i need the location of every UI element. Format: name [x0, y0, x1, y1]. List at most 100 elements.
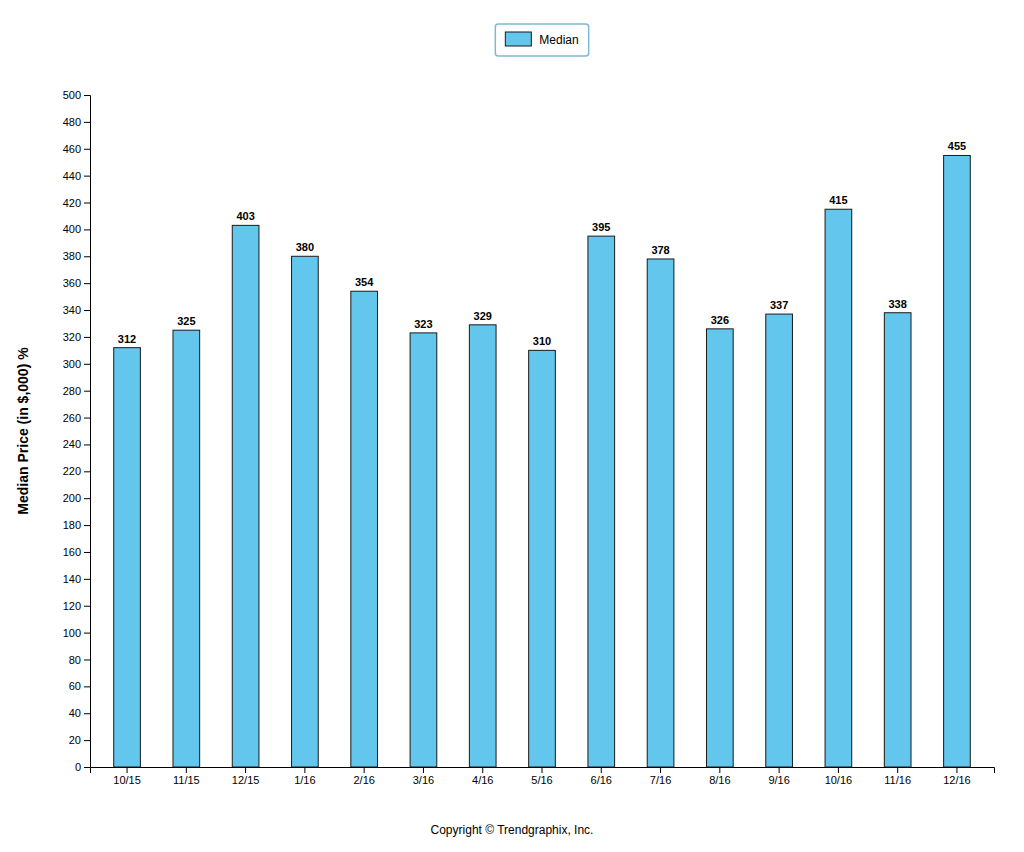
tick: 220 — [63, 465, 90, 477]
tick-label: 180 — [63, 519, 81, 531]
tick-label: 0 — [75, 761, 81, 773]
tick-label: 7/16 — [650, 774, 671, 786]
data-label: 354 — [355, 276, 374, 288]
tick-label: 120 — [63, 600, 81, 612]
tick: 8/16 — [709, 767, 730, 786]
tick-label: 11/16 — [884, 774, 911, 786]
tick-label: 240 — [63, 438, 81, 450]
tick-mark — [84, 659, 90, 660]
tick-mark — [84, 418, 90, 419]
tick-mark — [84, 686, 90, 687]
bar — [292, 256, 319, 767]
tick: 260 — [63, 412, 90, 424]
tick: 4/16 — [472, 767, 493, 786]
tick: 12/15 — [232, 767, 260, 786]
bar — [529, 350, 556, 767]
bar — [232, 225, 259, 767]
tick: 3/16 — [413, 767, 434, 786]
axis-line — [84, 96, 91, 768]
legend-frame — [495, 24, 588, 56]
tick: 240 — [63, 438, 90, 450]
tick-label: 500 — [63, 89, 81, 101]
tick: 0 — [75, 761, 90, 773]
tick-mark — [84, 310, 90, 311]
bar — [944, 155, 971, 767]
tick-label: 480 — [63, 116, 81, 128]
data-label: 312 — [118, 333, 136, 345]
tick: 280 — [63, 385, 90, 397]
legend-swatch — [505, 32, 531, 46]
bar — [173, 330, 200, 767]
tick: 100 — [63, 627, 90, 639]
tick-mark — [84, 606, 90, 607]
tick-label: 340 — [63, 304, 81, 316]
bar — [114, 348, 141, 767]
bar — [410, 333, 437, 767]
bar — [588, 236, 615, 767]
tick: 2/16 — [353, 767, 374, 786]
tick-mark — [84, 444, 90, 445]
tick-label: 140 — [63, 573, 81, 585]
x-axis: 10/1511/1512/151/162/163/164/165/166/167… — [91, 767, 995, 786]
tick-mark — [127, 767, 128, 773]
tick: 160 — [63, 546, 90, 558]
tick-mark — [482, 767, 483, 773]
tick: 380 — [63, 250, 90, 262]
tick-mark — [186, 767, 187, 773]
tick-mark — [84, 203, 90, 204]
tick-mark — [245, 767, 246, 773]
data-label: 338 — [888, 298, 906, 310]
data-label: 326 — [711, 314, 729, 326]
tick: 20 — [69, 734, 90, 746]
tick-mark — [304, 767, 305, 773]
tick-mark — [364, 767, 365, 773]
tick: 200 — [63, 492, 90, 504]
tick: 1/16 — [294, 767, 315, 786]
tick: 300 — [63, 358, 90, 370]
tick-label: 100 — [63, 627, 81, 639]
tick-label: 6/16 — [591, 774, 612, 786]
tick: 80 — [69, 654, 90, 666]
legend: Median — [495, 24, 588, 56]
tick: 12/16 — [943, 767, 971, 786]
tick: 460 — [63, 143, 90, 155]
tick-label: 10/16 — [825, 774, 853, 786]
tick: 120 — [63, 600, 90, 612]
tick-label: 40 — [69, 707, 81, 719]
chart: 3123254033803543233293103953783263374153… — [0, 0, 1024, 852]
tick-label: 400 — [63, 223, 81, 235]
tick-label: 220 — [63, 465, 81, 477]
data-label: 325 — [177, 315, 195, 327]
tick-label: 8/16 — [709, 774, 730, 786]
bar — [351, 291, 378, 767]
data-label: 395 — [592, 221, 610, 233]
tick: 140 — [63, 573, 90, 585]
tick-mark — [84, 95, 90, 96]
tick-label: 300 — [63, 358, 81, 370]
tick-mark — [84, 176, 90, 177]
axis-line — [91, 768, 995, 774]
tick-mark — [84, 149, 90, 150]
bar — [647, 259, 674, 767]
tick-mark — [84, 471, 90, 472]
bar — [825, 209, 852, 767]
tick-mark — [601, 767, 602, 773]
tick: 10/16 — [825, 767, 853, 786]
data-label: 329 — [474, 310, 492, 322]
tick: 320 — [63, 331, 90, 343]
tick-mark — [542, 767, 543, 773]
tick-mark — [84, 122, 90, 123]
data-label: 310 — [533, 335, 551, 347]
tick-mark — [660, 767, 661, 773]
tick-label: 5/16 — [531, 774, 552, 786]
tick: 11/16 — [884, 767, 911, 786]
tick: 40 — [69, 707, 90, 719]
tick: 5/16 — [531, 767, 552, 786]
tick-label: 11/15 — [173, 774, 200, 786]
footer-annotation: Copyright © Trendgraphix, Inc. — [431, 823, 594, 837]
tick: 500 — [63, 89, 90, 101]
tick: 7/16 — [650, 767, 671, 786]
tick-label: 380 — [63, 250, 81, 262]
tick-label: 440 — [63, 170, 81, 182]
tick-mark — [84, 364, 90, 365]
